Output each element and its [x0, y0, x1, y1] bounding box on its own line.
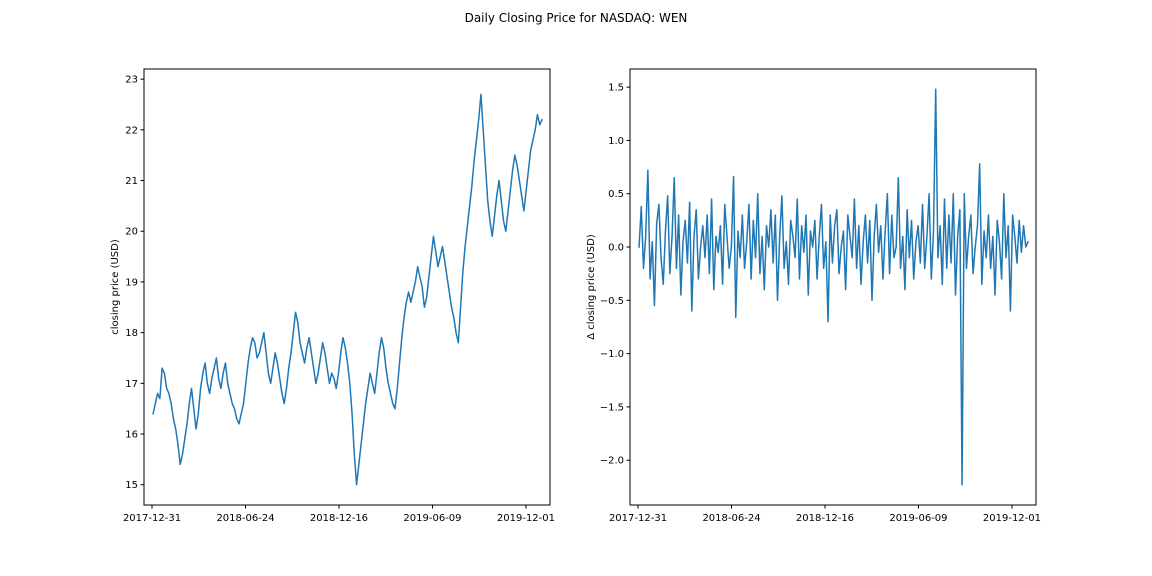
- closing-price-x-tick-label: 2018-06-24: [216, 513, 274, 524]
- delta-price-y-tick-label: 0.5: [608, 189, 624, 200]
- closing-price-y-tick-label: 15: [125, 480, 138, 491]
- delta-price-plot-frame: [629, 68, 1037, 506]
- closing-price-plot-frame: [143, 68, 551, 506]
- delta-price-x-tick-label: 2018-06-24: [702, 513, 760, 524]
- closing-price-x-ticks: 2017-12-31 2018-06-24 2018-12-16 2019-06-09…: [123, 505, 555, 524]
- delta-price-chart: −2.0−1.5−1.0−0.50.00.51.01.5 2017-12-31 2…: [586, 68, 1041, 524]
- closing-price-y-tick-label: 19: [125, 277, 138, 288]
- closing-price-y-tick-label: 20: [125, 227, 138, 238]
- closing-price-y-tick-label: 23: [125, 75, 138, 86]
- delta-price-y-tick-label: −1.0: [600, 349, 624, 360]
- delta-price-y-tick-label: 1.5: [608, 83, 624, 94]
- delta-price-x-tick-label: 2019-06-09: [889, 513, 947, 524]
- closing-price-x-tick-label: 2019-12-01: [497, 513, 555, 524]
- closing-price-y-tick-label: 21: [125, 176, 138, 187]
- delta-price-x-tick-label: 2017-12-31: [609, 513, 667, 524]
- closing-price-y-tick-label: 22: [125, 125, 138, 136]
- delta-price-y-tick-label: −1.5: [600, 402, 624, 413]
- figure-title: Daily Closing Price for NASDAQ: WEN: [465, 11, 688, 25]
- closing-price-x-tick-label: 2019-06-09: [403, 513, 461, 524]
- closing-price-y-tick-label: 17: [125, 379, 138, 390]
- delta-price-line: [638, 88, 1029, 486]
- closing-price-x-tick-label: 2017-12-31: [123, 513, 181, 524]
- delta-price-y-tick-label: −2.0: [600, 456, 624, 467]
- delta-price-y-tick-label: 1.0: [608, 136, 624, 147]
- delta-price-y-axis-label: Δ closing price (USD): [586, 234, 597, 340]
- closing-price-y-axis-label: closing price (USD): [110, 239, 121, 335]
- delta-price-y-ticks: −2.0 −1.5 −1.0 −0.5 0.0 0.5 1.0 1.5: [600, 83, 630, 467]
- closing-price-line: [152, 93, 543, 486]
- delta-price-y-tick-label: 0.0: [608, 243, 624, 254]
- delta-price-x-tick-label: 2019-12-01: [983, 513, 1041, 524]
- delta-price-x-ticks: 2017-12-31 2018-06-24 2018-12-16 2019-06-09…: [609, 505, 1041, 524]
- delta-price-y-tick-label: −0.5: [600, 296, 624, 307]
- delta-price-x-tick-label: 2018-12-16: [796, 513, 854, 524]
- closing-price-y-tick-label: 18: [125, 328, 138, 339]
- closing-price-x-tick-label: 2018-12-16: [310, 513, 368, 524]
- closing-price-y-ticks: 15 16 17 18 19 20 21 22 23: [125, 75, 144, 491]
- closing-price-y-tick-label: 16: [125, 430, 138, 441]
